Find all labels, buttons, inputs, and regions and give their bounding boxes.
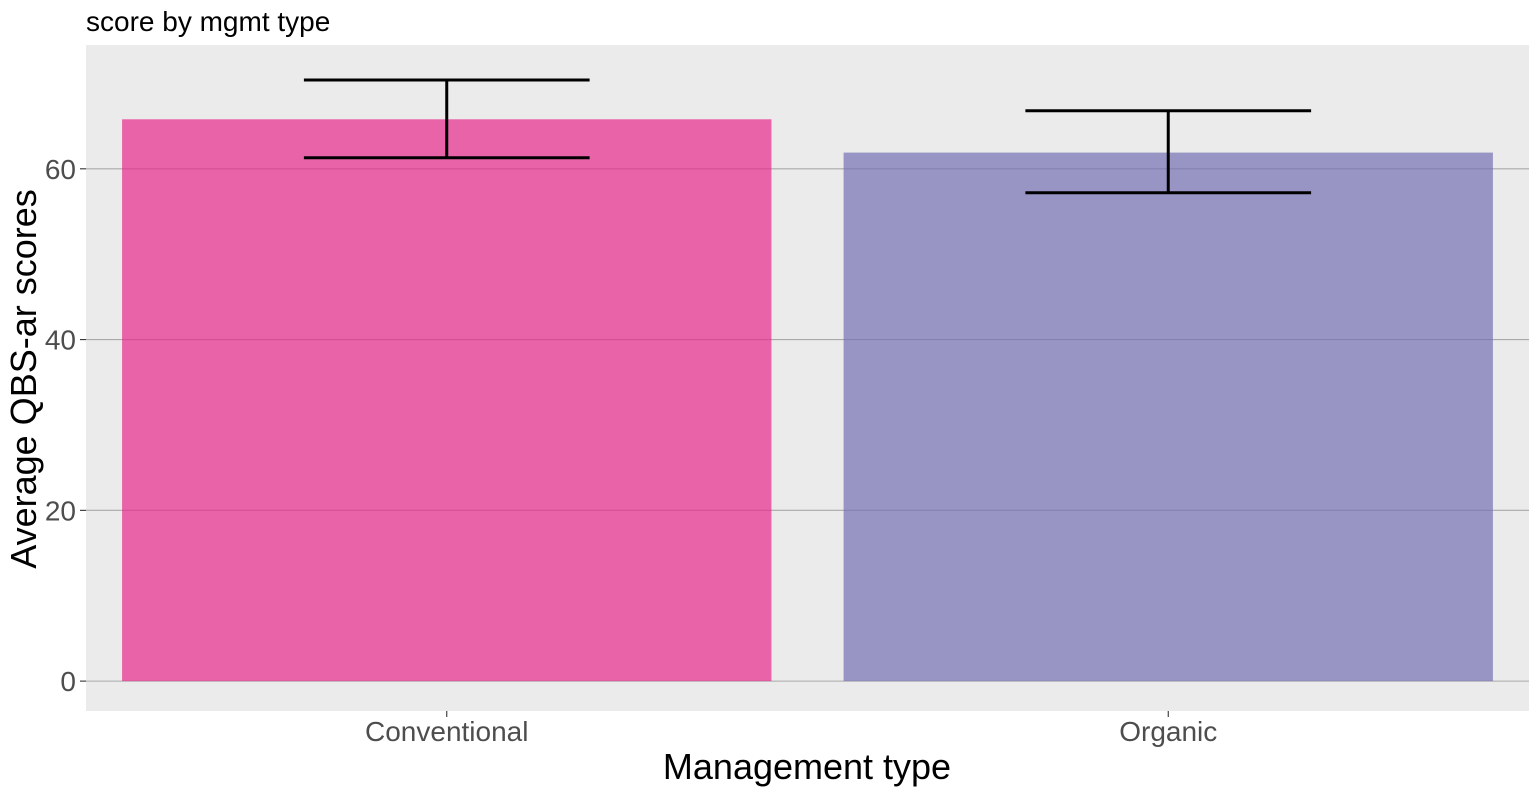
error-bar-organic (1025, 109, 1312, 195)
error-bars (303, 78, 1312, 195)
bars (122, 119, 1493, 682)
y-axis-title: Average QBS-ar scores (3, 189, 44, 569)
bar-conventional (122, 119, 772, 682)
y-tick-label-20: 20 (45, 495, 76, 526)
x-tick-label-conventional: Conventional (365, 716, 528, 747)
x-axis-title: Management type (663, 746, 951, 787)
axis-ticks: 0 20 40 60 Conventional Organic (45, 154, 1217, 747)
y-tick-label-40: 40 (45, 325, 76, 356)
error-bar-conventional (303, 78, 590, 160)
y-tick-label-60: 60 (45, 154, 76, 185)
chart-title: score by mgmt type (86, 6, 330, 37)
bar-organic (843, 152, 1493, 682)
x-tick-label-organic: Organic (1119, 716, 1217, 747)
y-tick-label-0: 0 (60, 666, 76, 697)
